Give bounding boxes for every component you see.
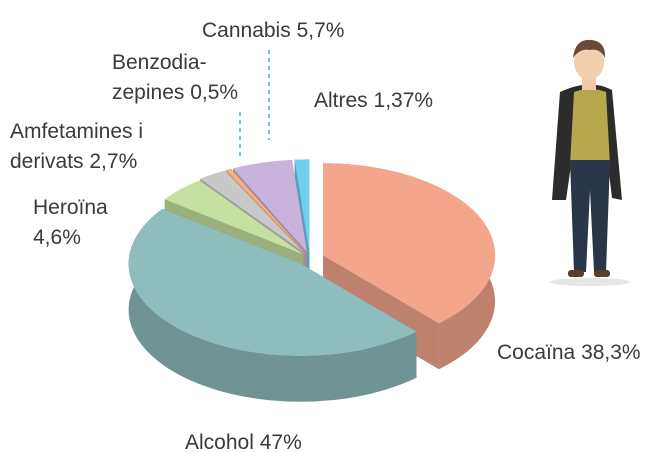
page: Cocaïna 38,3% Alcohol 47% Heroïna 4,6% Amfe… (0, 0, 658, 453)
value-label: 1,37% (374, 89, 434, 112)
value-label: 0,5% (190, 81, 238, 104)
value-label: 2,7% (89, 150, 137, 173)
slice-label: Cocaïna 38,3% (497, 338, 658, 368)
slice-label: Cannabis 5,7% (202, 16, 402, 46)
person-illustration (550, 40, 630, 286)
category-label: Altres (314, 89, 368, 112)
value-label: 5,7% (297, 19, 345, 42)
pie (129, 159, 495, 401)
category-label: Cannabis (202, 19, 291, 42)
slice-label: Altres 1,37% (314, 86, 514, 116)
value-label: 47% (260, 431, 302, 453)
category-label: Alcohol (185, 431, 254, 453)
category-label: Heroïna (33, 196, 108, 219)
slice-label: Alcohol 47% (185, 428, 385, 453)
slice-label: Heroïna 4,6% (33, 193, 128, 253)
value-label: 38,3% (581, 341, 641, 364)
slice-label: Amfetamines i derivats 2,7% (10, 117, 185, 177)
slice-label: Benzodia­zepines 0,5% (112, 48, 252, 108)
value-label: 4,6% (33, 226, 81, 249)
category-label: Cocaïna (497, 341, 575, 364)
